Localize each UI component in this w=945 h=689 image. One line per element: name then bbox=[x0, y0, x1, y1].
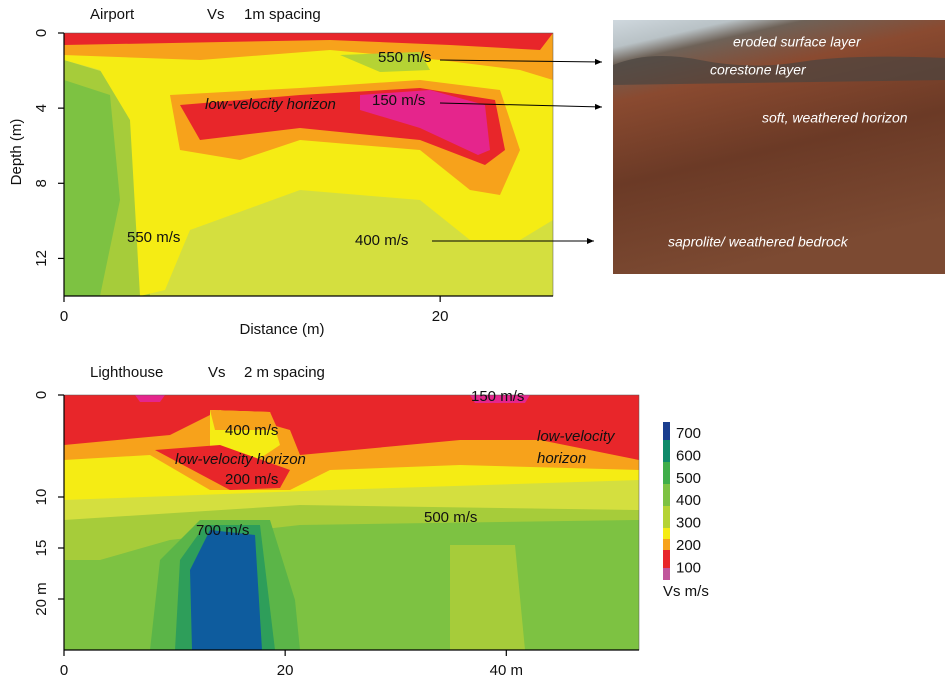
colorbar-tick-label: 300 bbox=[676, 515, 701, 532]
photo-label: corestone layer bbox=[710, 62, 807, 78]
y-axis-label: Depth (m) bbox=[8, 119, 25, 186]
annotation: 400 m/s bbox=[225, 422, 278, 439]
x-tick-label: 0 bbox=[60, 662, 68, 679]
y-tick-label: 12 bbox=[33, 250, 50, 267]
annotation: 150 m/s bbox=[471, 388, 524, 405]
colorbar-tick-label: 100 bbox=[676, 559, 701, 576]
top-contour bbox=[64, 33, 553, 296]
x-tick-label: 20 bbox=[277, 662, 294, 679]
annotation: low-velocity bbox=[537, 428, 616, 445]
y-tick-label: 0 bbox=[33, 29, 50, 37]
photo-label: soft, weathered horizon bbox=[762, 110, 908, 126]
y-tick-label: 0 bbox=[33, 391, 50, 399]
annotation: horizon bbox=[537, 450, 586, 467]
x-tick-label: 20 bbox=[432, 308, 449, 325]
panel-spacing: 1m spacing bbox=[244, 6, 321, 23]
annotation: low-velocity horizon bbox=[175, 451, 306, 468]
x-tick-label: 0 bbox=[60, 308, 68, 325]
annotation: 700 m/s bbox=[196, 522, 249, 539]
y-tick-label: 4 bbox=[33, 104, 50, 112]
panel-vs: Vs bbox=[208, 364, 226, 381]
annotation: 550 m/s bbox=[378, 49, 431, 66]
y-tick-label: 20 m bbox=[33, 582, 50, 615]
x-tick-label: 40 m bbox=[490, 662, 523, 679]
colorbar-tick-label: 500 bbox=[676, 470, 701, 487]
colorbar-label: Vs m/s bbox=[663, 583, 709, 600]
annotation: low-velocity horizon bbox=[205, 96, 336, 113]
annotation: 200 m/s bbox=[225, 471, 278, 488]
colorbar-tick-label: 600 bbox=[676, 447, 701, 464]
figure: 048120200101520 m02040 mAirportVs1m spac… bbox=[0, 0, 945, 689]
colorbar-tick-label: 400 bbox=[676, 492, 701, 509]
annotation: 550 m/s bbox=[127, 229, 180, 246]
x-axis-label: Distance (m) bbox=[239, 321, 324, 338]
photo-label: eroded surface layer bbox=[733, 34, 862, 50]
panel-site: Lighthouse bbox=[90, 364, 163, 381]
colorbar-tick-label: 700 bbox=[676, 425, 701, 442]
panel-vs: Vs bbox=[207, 6, 225, 23]
y-tick-label: 10 bbox=[33, 489, 50, 506]
annotation: 150 m/s bbox=[372, 92, 425, 109]
annotation: 400 m/s bbox=[355, 232, 408, 249]
photo-label: saprolite/ weathered bedrock bbox=[668, 234, 849, 250]
annotation: 500 m/s bbox=[424, 509, 477, 526]
panel-site: Airport bbox=[90, 6, 135, 23]
panel-spacing: 2 m spacing bbox=[244, 364, 325, 381]
y-tick-label: 8 bbox=[33, 179, 50, 187]
colorbar-tick-label: 200 bbox=[676, 537, 701, 554]
colorbar bbox=[663, 422, 670, 580]
y-tick-label: 15 bbox=[33, 540, 50, 557]
